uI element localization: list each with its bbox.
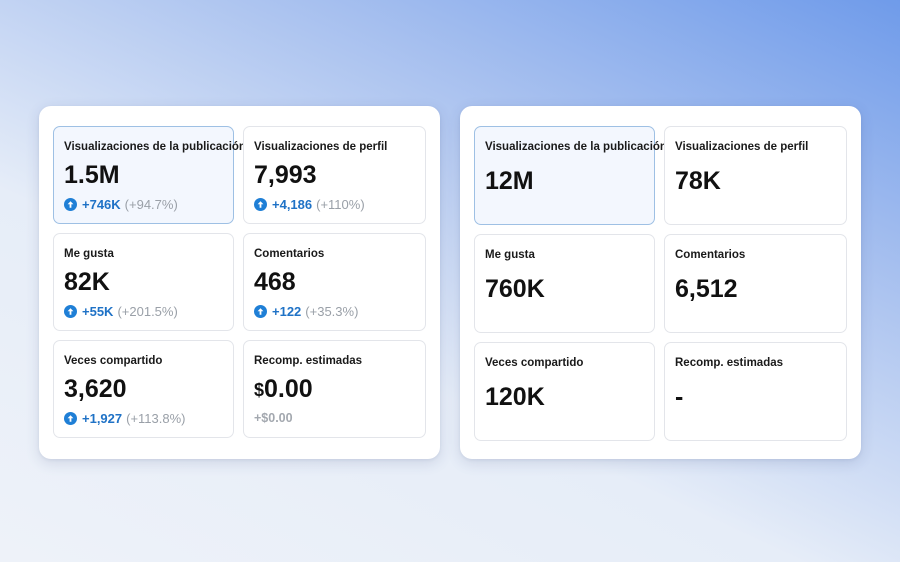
right-stats-panel: Visualizaciones de la publicación 12M Vi… <box>460 106 861 459</box>
delta-absolute: +122 <box>272 304 302 319</box>
stat-delta: +122 (+35.3%) <box>254 304 358 319</box>
stat-value: 468 <box>254 268 296 296</box>
stat-card-post-views[interactable]: Visualizaciones de la publicación 12M <box>474 126 667 225</box>
stat-value: 3,620 <box>64 375 127 403</box>
stat-delta: +746K (+94.7%) <box>64 197 178 212</box>
delta-absolute: +$0.00 <box>254 411 293 425</box>
delta-percent: (+94.7%) <box>124 197 178 212</box>
stat-value: $0.00 <box>254 375 313 404</box>
stat-card-estimated-rewards[interactable]: Recomp. estimadas - <box>664 342 847 441</box>
arrow-up-circle-icon <box>64 412 77 425</box>
stat-value: 760K <box>485 275 545 303</box>
stat-value: 7,993 <box>254 161 317 189</box>
stat-label: Comentarios <box>675 249 746 261</box>
delta-percent: (+201.5%) <box>117 304 178 319</box>
stat-card-estimated-rewards[interactable]: Recomp. estimadas $0.00 +$0.00 <box>243 340 426 438</box>
delta-absolute: +746K <box>82 197 121 212</box>
stat-label: Me gusta <box>64 248 114 260</box>
stat-card-profile-views[interactable]: Visualizaciones de perfil 78K <box>664 126 847 225</box>
stat-label: Visualizaciones de perfil <box>675 141 809 153</box>
stat-delta: +4,186 (+110%) <box>254 197 365 212</box>
arrow-up-circle-icon <box>64 305 77 318</box>
stat-label: Recomp. estimadas <box>254 355 363 367</box>
stat-value: 82K <box>64 268 110 296</box>
arrow-up-circle-icon <box>64 198 77 211</box>
stat-value: 78K <box>675 167 721 195</box>
left-stats-panel: Visualizaciones de la publicación 1.5M +… <box>39 106 440 459</box>
arrow-up-circle-icon <box>254 305 267 318</box>
stat-label: Visualizaciones de la publicación <box>64 141 246 153</box>
stat-card-profile-views[interactable]: Visualizaciones de perfil 7,993 +4,186 (… <box>243 126 426 224</box>
stat-value: - <box>675 383 684 411</box>
stat-delta: +55K (+201.5%) <box>64 304 178 319</box>
delta-percent: (+35.3%) <box>305 304 359 319</box>
stat-card-post-views[interactable]: Visualizaciones de la publicación 1.5M +… <box>53 126 246 224</box>
stat-value-number: 0.00 <box>264 375 313 403</box>
stat-card-comments[interactable]: Comentarios 468 +122 (+35.3%) <box>243 233 426 331</box>
delta-percent: (+113.8%) <box>126 411 186 426</box>
arrow-up-circle-icon <box>254 198 267 211</box>
stat-label: Visualizaciones de perfil <box>254 141 388 153</box>
stat-label: Me gusta <box>485 249 535 261</box>
stat-card-likes[interactable]: Me gusta 82K +55K (+201.5%) <box>53 233 234 331</box>
delta-absolute: +1,927 <box>82 411 123 426</box>
stat-label: Visualizaciones de la publicación <box>485 141 667 153</box>
stat-value: 120K <box>485 383 545 411</box>
stats-grid: Visualizaciones de la publicación 1.5M +… <box>53 126 426 438</box>
currency-symbol: $ <box>254 380 265 400</box>
stat-value: 12M <box>485 167 534 195</box>
stat-label: Comentarios <box>254 248 325 260</box>
stat-card-shares[interactable]: Veces compartido 120K <box>474 342 655 441</box>
delta-absolute: +4,186 <box>272 197 313 212</box>
delta-absolute: +55K <box>82 304 114 319</box>
stat-delta: +1,927 (+113.8%) <box>64 411 186 426</box>
stat-card-comments[interactable]: Comentarios 6,512 <box>664 234 847 333</box>
stat-delta: +$0.00 <box>254 411 293 425</box>
stat-label: Recomp. estimadas <box>675 357 784 369</box>
stat-card-likes[interactable]: Me gusta 760K <box>474 234 655 333</box>
stat-label: Veces compartido <box>64 355 163 367</box>
stat-value: 1.5M <box>64 161 120 189</box>
stats-grid: Visualizaciones de la publicación 12M Vi… <box>474 126 847 441</box>
stat-value: 6,512 <box>675 275 738 303</box>
stat-label: Veces compartido <box>485 357 584 369</box>
stat-card-shares[interactable]: Veces compartido 3,620 +1,927 (+113.8%) <box>53 340 234 438</box>
delta-percent: (+110%) <box>316 197 365 212</box>
